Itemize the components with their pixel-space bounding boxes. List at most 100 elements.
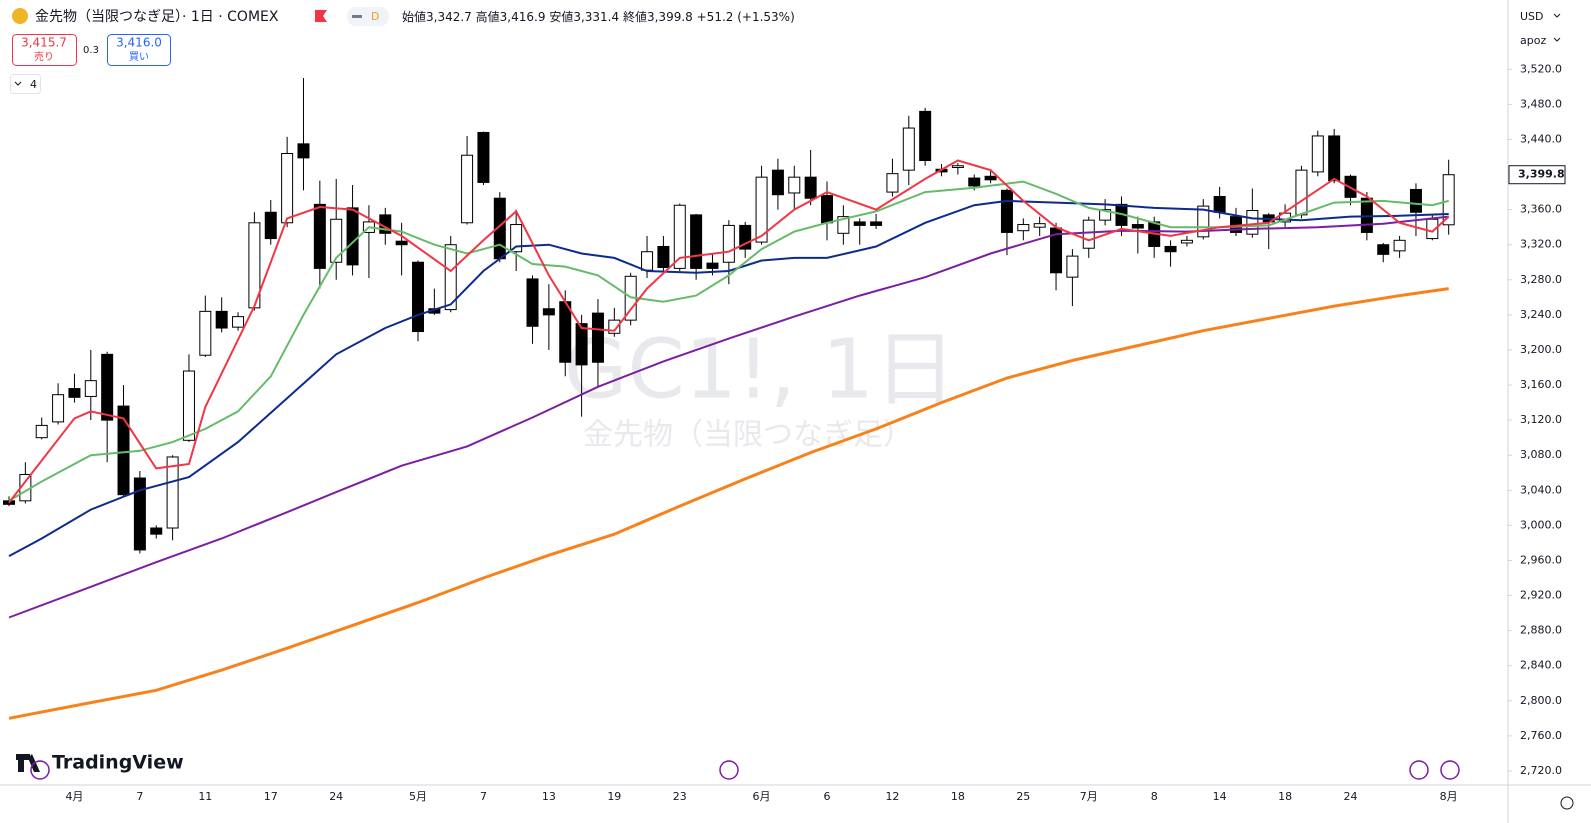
candle-body	[1377, 244, 1390, 255]
x-tick-label: 8月	[1440, 790, 1458, 803]
candle-body	[281, 152, 294, 224]
sell-button[interactable]	[12, 34, 77, 66]
buy-price[interactable]: 3,416.0	[116, 36, 162, 50]
change: +51.2 (+1.53%)	[697, 10, 795, 24]
candle-body	[1442, 174, 1455, 226]
indicators-count[interactable]: 4	[30, 78, 37, 91]
y-tick-label: 3,240.0	[1520, 308, 1562, 321]
candle-body	[1164, 245, 1177, 253]
candle-body	[199, 310, 212, 356]
candle-body	[35, 424, 48, 439]
ohlc-value: 3,399.8	[647, 10, 693, 24]
chevron	[1553, 13, 1561, 18]
x-tick-label: 6月	[753, 790, 771, 803]
x-tick-label: 14	[1213, 790, 1227, 803]
event-icon[interactable]	[719, 760, 739, 780]
x-tick-label: 24	[1344, 790, 1358, 803]
candle-body	[608, 319, 621, 334]
settings-icon[interactable]	[1560, 796, 1574, 810]
x-tick-label: 8	[1151, 790, 1158, 803]
candle-body	[1213, 195, 1226, 213]
plot	[3, 78, 1455, 720]
chevron	[1553, 37, 1561, 42]
y-tick-label: 2,880.0	[1520, 624, 1562, 637]
symbol-title[interactable]: 金先物（当限つなぎ足）· 1日 · COMEX	[35, 9, 279, 25]
interval-badge-bg[interactable]	[347, 7, 389, 26]
candle-body	[591, 312, 604, 363]
candle-body	[690, 214, 703, 269]
symbol-icon[interactable]	[12, 8, 28, 24]
buy-label[interactable]: 買い	[129, 51, 149, 63]
flag[interactable]	[315, 10, 327, 22]
candle-body	[510, 224, 523, 253]
y-tick-label: 2,800.0	[1520, 694, 1562, 707]
scale-mode[interactable]: apoz	[1520, 34, 1546, 47]
candle-body	[264, 211, 277, 240]
candle-body	[1311, 135, 1324, 173]
candle-body	[232, 316, 245, 328]
last-price-tag	[1508, 165, 1566, 185]
candle-body	[444, 244, 457, 311]
y-tick-label: 3,000.0	[1520, 518, 1562, 531]
x-tick-label: 23	[673, 790, 687, 803]
x-tick-label: 13	[542, 790, 556, 803]
x-tick-label: 4月	[65, 790, 83, 803]
candle-body	[984, 175, 997, 181]
candle-body	[1131, 224, 1144, 229]
moving-average	[8, 199, 1449, 557]
interval-badge[interactable]: D	[371, 10, 379, 23]
x-tick-label: 5月	[409, 790, 427, 803]
candle-body	[788, 176, 801, 194]
buy-button[interactable]	[107, 34, 171, 66]
event-icon[interactable]	[30, 760, 50, 780]
y-tick-label: 3,200.0	[1520, 343, 1562, 356]
y-tick-label: 3,520.0	[1520, 62, 1562, 75]
event-icon[interactable]	[1409, 760, 1429, 780]
y-tick-label: 3,360.0	[1520, 203, 1562, 216]
candle-body	[1066, 255, 1079, 278]
candle-body	[1033, 223, 1046, 228]
y-tick-label: 3,160.0	[1520, 378, 1562, 391]
candle-body	[1295, 169, 1308, 216]
ohlc: 始値3,342.7 高値3,416.9 安値3,331.4 終値3,399.8 …	[402, 9, 795, 24]
y-tick-label: 3,080.0	[1520, 448, 1562, 461]
axes: 2,720.0 2,760.0 2,800.0 2,840.0 2,880.0 2,920…	[65, 62, 1566, 803]
candle-body	[1099, 209, 1112, 221]
y-tick-label: 3,440.0	[1520, 132, 1562, 145]
currency[interactable]: USD	[1520, 10, 1544, 23]
event-icon[interactable]	[1440, 760, 1460, 780]
candle-body	[101, 353, 114, 421]
x-tick-label: 7月	[1080, 790, 1098, 803]
candle-body	[722, 224, 735, 263]
x-tick-label: 7	[136, 790, 143, 803]
candle-body	[150, 527, 163, 535]
x-tick-label: 18	[1278, 790, 1292, 803]
x-tick-label: 18	[951, 790, 965, 803]
moving-average	[8, 180, 1449, 502]
candle-body	[68, 388, 81, 398]
badge-dash	[352, 15, 362, 18]
candle-body	[166, 456, 179, 529]
indicators-toggle[interactable]	[10, 74, 41, 94]
sell-label[interactable]: 売り	[34, 50, 54, 63]
x-tick-label: 12	[885, 790, 899, 803]
candle-body	[1082, 219, 1095, 249]
candle-body	[755, 176, 768, 243]
sell-price[interactable]: 3,415.7	[21, 36, 67, 50]
candle-body	[542, 308, 555, 316]
candle-body	[117, 405, 130, 496]
candle-body	[657, 245, 670, 269]
candle-body	[771, 169, 784, 196]
candle-body	[1328, 135, 1341, 182]
candle-body	[951, 165, 964, 169]
y-tick-label: 3,280.0	[1520, 273, 1562, 286]
candle-body	[821, 195, 833, 224]
candle-body	[837, 216, 850, 234]
brand: TradingView	[52, 752, 184, 774]
candle-body	[706, 262, 719, 269]
candle-body	[182, 370, 195, 441]
candle-body	[919, 110, 932, 162]
x-tick-label: 24	[329, 790, 343, 803]
y-tick-label: 2,840.0	[1520, 659, 1562, 672]
